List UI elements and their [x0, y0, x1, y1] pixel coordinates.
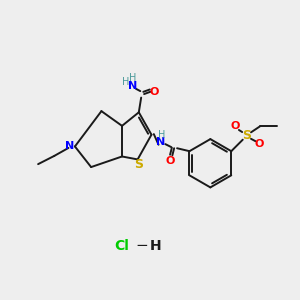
Text: O: O: [149, 87, 159, 97]
Text: H: H: [122, 77, 130, 87]
Text: H: H: [129, 73, 136, 82]
Text: H: H: [149, 239, 161, 253]
Text: S: S: [242, 129, 251, 142]
Text: H: H: [158, 130, 166, 140]
Text: −: −: [135, 238, 148, 253]
Text: N: N: [128, 81, 137, 91]
Text: S: S: [134, 158, 143, 171]
Text: N: N: [65, 142, 74, 152]
Text: O: O: [166, 156, 175, 166]
Text: Cl: Cl: [115, 239, 130, 253]
Text: O: O: [231, 122, 240, 131]
Text: O: O: [254, 139, 264, 149]
Text: N: N: [156, 137, 166, 147]
